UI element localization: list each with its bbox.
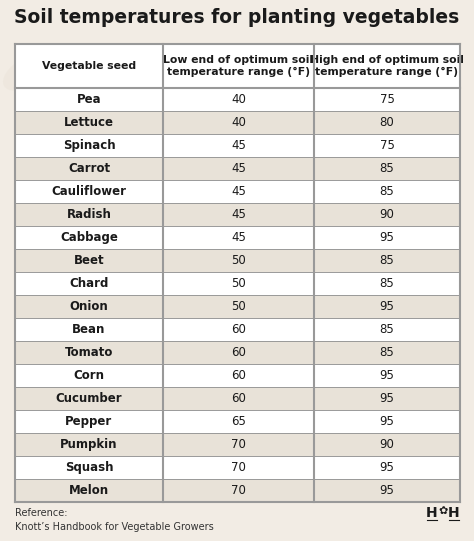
Ellipse shape (363, 421, 417, 461)
Text: Soil temperatures for planting vegetables: Soil temperatures for planting vegetable… (14, 8, 460, 27)
Text: 85: 85 (380, 277, 394, 290)
Text: Reference:
Knott’s Handbook for Vegetable Growers: Reference: Knott’s Handbook for Vegetabl… (15, 508, 214, 532)
Ellipse shape (33, 101, 87, 141)
Text: 85: 85 (380, 254, 394, 267)
Text: Bean: Bean (73, 323, 106, 336)
Text: 70: 70 (231, 461, 246, 474)
Bar (15, 318, 460, 341)
Text: Radish: Radish (66, 208, 111, 221)
Text: 40: 40 (231, 93, 246, 106)
Bar (15, 88, 460, 111)
Text: 50: 50 (231, 254, 246, 267)
Text: 95: 95 (380, 231, 394, 244)
Text: 95: 95 (380, 415, 394, 428)
Bar (15, 226, 460, 249)
Text: 70: 70 (231, 484, 246, 497)
Bar (15, 203, 460, 226)
Text: 45: 45 (231, 185, 246, 198)
Text: Lettuce: Lettuce (64, 116, 114, 129)
Text: Carrot: Carrot (68, 162, 110, 175)
Text: Cucumber: Cucumber (55, 392, 122, 405)
Text: Beet: Beet (73, 254, 104, 267)
Text: 60: 60 (231, 392, 246, 405)
Text: Pumpkin: Pumpkin (60, 438, 118, 451)
Text: 90: 90 (380, 438, 394, 451)
Text: 85: 85 (380, 185, 394, 198)
Text: 45: 45 (231, 231, 246, 244)
Text: 40: 40 (231, 116, 246, 129)
Text: 45: 45 (231, 208, 246, 221)
Text: 95: 95 (380, 461, 394, 474)
Text: H: H (426, 506, 438, 520)
Text: 45: 45 (231, 139, 246, 152)
Bar (15, 157, 460, 180)
Text: 85: 85 (380, 323, 394, 336)
Text: 90: 90 (380, 208, 394, 221)
Text: 80: 80 (380, 116, 394, 129)
Bar (15, 456, 460, 479)
Bar (15, 180, 460, 203)
Bar (15, 387, 460, 410)
Bar (15, 295, 460, 318)
Text: 60: 60 (231, 346, 246, 359)
Text: 85: 85 (380, 346, 394, 359)
Text: Pea: Pea (77, 93, 101, 106)
Text: Cabbage: Cabbage (60, 231, 118, 244)
Text: 65: 65 (231, 415, 246, 428)
Text: Cauliflower: Cauliflower (52, 185, 127, 198)
Text: 75: 75 (380, 93, 394, 106)
Text: 85: 85 (380, 162, 394, 175)
Bar (15, 249, 460, 272)
Text: Chard: Chard (69, 277, 109, 290)
Bar (15, 341, 460, 364)
Bar (15, 433, 460, 456)
Bar (15, 272, 460, 295)
Text: ✿: ✿ (438, 506, 447, 516)
Text: 95: 95 (380, 392, 394, 405)
Text: H: H (448, 506, 460, 520)
Text: 60: 60 (231, 323, 246, 336)
Text: 95: 95 (380, 484, 394, 497)
Bar (15, 364, 460, 387)
Text: 50: 50 (231, 277, 246, 290)
Text: 60: 60 (231, 369, 246, 382)
Bar (15, 479, 460, 502)
Text: 95: 95 (380, 369, 394, 382)
Text: 95: 95 (380, 300, 394, 313)
Ellipse shape (23, 271, 77, 311)
Bar (15, 134, 460, 157)
Text: 45: 45 (231, 162, 246, 175)
Text: Onion: Onion (70, 300, 109, 313)
Text: Melon: Melon (69, 484, 109, 497)
Text: Vegetable seed: Vegetable seed (42, 61, 136, 71)
Ellipse shape (53, 391, 107, 431)
Text: Tomato: Tomato (65, 346, 113, 359)
Text: Spinach: Spinach (63, 139, 115, 152)
Text: Low end of optimum soil
temperature range (°F): Low end of optimum soil temperature rang… (164, 55, 313, 77)
Ellipse shape (373, 141, 427, 181)
Bar (15, 44, 460, 88)
Text: High end of optimum soil
temperature range (°F): High end of optimum soil temperature ran… (310, 55, 464, 77)
Bar (15, 410, 460, 433)
Text: Squash: Squash (65, 461, 113, 474)
Ellipse shape (403, 61, 457, 101)
Ellipse shape (3, 51, 57, 91)
Text: 50: 50 (231, 300, 246, 313)
Ellipse shape (383, 321, 437, 361)
Text: Pepper: Pepper (65, 415, 113, 428)
Bar (15, 111, 460, 134)
Text: Corn: Corn (73, 369, 104, 382)
Text: 70: 70 (231, 438, 246, 451)
Text: 75: 75 (380, 139, 394, 152)
